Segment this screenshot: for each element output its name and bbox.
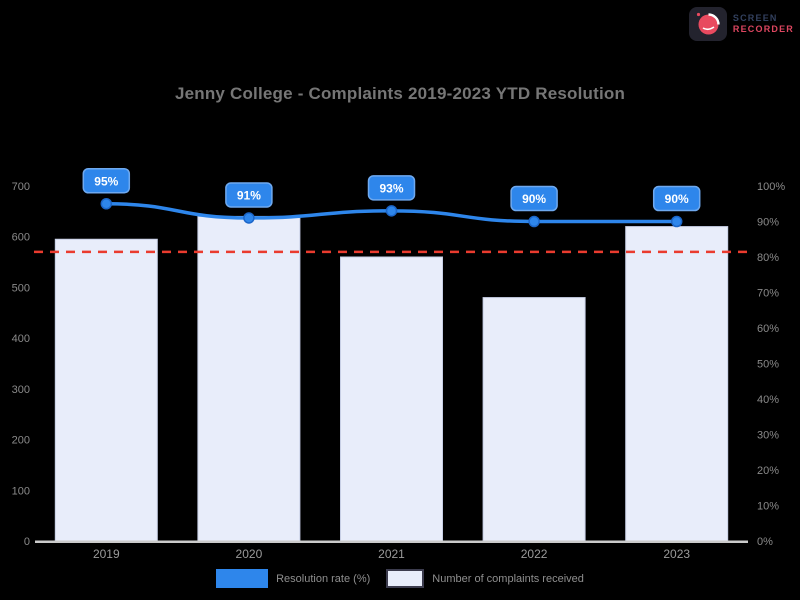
logo-text-line2: RECORDER	[732, 24, 794, 34]
y-axis-right-tick-label: 40%	[757, 394, 779, 406]
legend-item-complaints: Number of complaints received	[386, 569, 584, 588]
data-point-badge-label: 95%	[94, 174, 118, 188]
data-point-badge	[510, 185, 558, 212]
data-point-badge-label: 90%	[665, 192, 689, 206]
data-point-marker	[528, 215, 540, 228]
x-axis-line	[35, 540, 748, 543]
data-point-badge	[82, 168, 131, 194]
bar	[197, 215, 301, 542]
y-axis-right-tick-label: 0%	[757, 536, 773, 548]
data-point-marker	[243, 212, 255, 224]
y-axis-right-tick-label: 50%	[757, 359, 779, 371]
data-point-badge-label: 91%	[237, 188, 261, 202]
y-axis-right-tick-label: 20%	[757, 465, 779, 477]
bar	[482, 297, 586, 542]
logo-text-line1: SCREEN	[732, 13, 778, 23]
legend-swatch-bar	[386, 569, 425, 588]
x-axis-label: 2023	[663, 547, 690, 561]
y-axis-left-tick-label: 0	[24, 536, 30, 548]
x-axis-label: 2019	[93, 547, 120, 561]
data-point-badge	[652, 185, 701, 212]
y-axis-right-tick-label: 90%	[757, 217, 779, 229]
y-axis-right-tick-label: 60%	[757, 323, 779, 335]
logo-text: SCREEN RECORDER	[733, 13, 794, 35]
y-axis-right-tick-label: 80%	[757, 252, 779, 264]
y-axis-right-tick-label: 10%	[757, 501, 779, 513]
data-point-badge	[367, 175, 416, 201]
x-axis-label: 2021	[378, 547, 405, 561]
chart-title: Jenny College - Complaints 2019-2023 YTD…	[174, 84, 626, 103]
data-point-badge-label: 90%	[522, 192, 546, 206]
data-point-marker	[100, 198, 113, 210]
y-axis-left-tick-label: 100	[12, 485, 30, 497]
y-axis-left-tick-label: 600	[12, 232, 30, 244]
y-axis-left-tick-label: 300	[12, 384, 30, 396]
y-axis-left-tick-label: 500	[12, 282, 30, 294]
y-axis-right-tick-label: 70%	[757, 288, 779, 300]
logo-tile	[688, 7, 727, 41]
x-axis-label: 2022	[521, 547, 548, 561]
data-point-badge	[225, 182, 273, 208]
y-axis-left-tick-label: 700	[12, 181, 30, 193]
watermark-logo: SCREEN RECORDER	[688, 7, 794, 41]
legend-label-line: Resolution rate (%)	[276, 572, 371, 585]
legend-swatch-line	[216, 569, 269, 588]
aperture-icon	[696, 12, 720, 35]
y-axis-left-tick-label: 200	[12, 435, 30, 447]
data-point-marker	[385, 205, 398, 217]
y-axis-right-tick-label: 100%	[757, 181, 785, 193]
bar	[54, 238, 158, 542]
y-axis-right-tick-label: 30%	[757, 430, 779, 442]
data-point-marker	[670, 215, 683, 228]
legend-item-resolution-rate: Resolution rate (%)	[216, 569, 370, 588]
legend-label-bar: Number of complaints received	[432, 572, 584, 585]
y-axis-left-tick-label: 400	[12, 333, 30, 345]
bar	[625, 226, 729, 542]
x-axis-label: 2020	[236, 547, 263, 561]
data-point-badge-label: 93%	[379, 181, 403, 195]
bar	[340, 256, 443, 542]
chart-legend: Resolution rate (%) Number of complaints…	[0, 569, 800, 588]
